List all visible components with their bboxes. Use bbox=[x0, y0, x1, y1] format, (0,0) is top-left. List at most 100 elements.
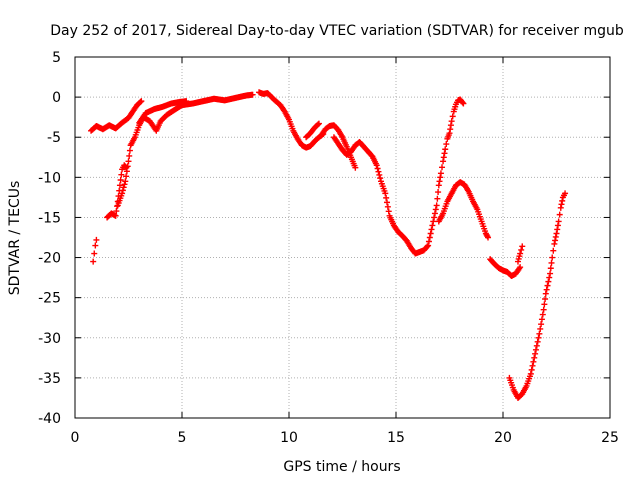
data-point-marker bbox=[447, 126, 454, 133]
data-point-marker bbox=[529, 362, 536, 369]
data-point-marker bbox=[385, 208, 392, 215]
data-point-marker bbox=[547, 270, 554, 277]
chart-title: Day 252 of 2017, Sidereal Day-to-day VTE… bbox=[50, 23, 624, 39]
data-point-marker bbox=[90, 258, 97, 265]
data-point-marker bbox=[532, 346, 539, 353]
data-point-marker bbox=[123, 173, 130, 180]
data-point-marker bbox=[439, 164, 446, 171]
data-point-marker bbox=[539, 311, 546, 318]
data-point-marker bbox=[424, 243, 431, 250]
data-point-marker bbox=[113, 208, 120, 215]
x-axis-label: GPS time / hours bbox=[283, 459, 400, 475]
data-point-marker bbox=[543, 286, 550, 293]
data-point-marker bbox=[114, 203, 121, 210]
data-point-marker bbox=[382, 190, 389, 197]
data-point-marker bbox=[447, 122, 454, 129]
data-point-marker bbox=[373, 162, 380, 169]
x-tick-label: 20 bbox=[494, 430, 512, 446]
data-point-marker bbox=[384, 203, 391, 210]
y-axis-label: SDTVAR / TECUs bbox=[7, 181, 23, 296]
data-point-marker bbox=[440, 154, 447, 161]
data-point-marker bbox=[554, 226, 561, 233]
data-point-marker bbox=[540, 306, 547, 313]
data-point-marker bbox=[428, 226, 435, 233]
x-tick-label: 25 bbox=[601, 430, 619, 446]
data-point-marker bbox=[446, 130, 453, 137]
tick-labels: 0 5 10 15 20 25 5 0 -5 -10 -15 -20 -25 -30 -35 -40 bbox=[38, 50, 619, 446]
data-point-marker bbox=[125, 158, 132, 165]
data-point-marker bbox=[315, 121, 322, 128]
x-tick-label: 0 bbox=[71, 430, 80, 446]
data-point-marker bbox=[538, 316, 545, 323]
y-tick-label: -35 bbox=[38, 371, 61, 387]
data-point-marker bbox=[138, 98, 145, 105]
data-point-marker bbox=[535, 334, 542, 341]
data-point-marker bbox=[555, 218, 562, 225]
data-point-marker bbox=[517, 250, 524, 257]
data-point-marker bbox=[544, 282, 551, 289]
data-point-marker bbox=[527, 370, 534, 377]
data-point-marker bbox=[374, 165, 381, 172]
data-point-marker bbox=[537, 325, 544, 332]
data-point-marker bbox=[126, 152, 133, 159]
data-point-marker bbox=[427, 230, 434, 237]
data-point-marker bbox=[519, 243, 526, 250]
y-tick-label: -5 bbox=[47, 130, 61, 146]
data-point-marker bbox=[383, 194, 390, 201]
data-point-marker bbox=[315, 120, 322, 127]
tick-marks bbox=[74, 56, 611, 419]
x-tick-label: 5 bbox=[178, 430, 187, 446]
y-tick-label: -15 bbox=[38, 210, 61, 226]
data-point-marker bbox=[352, 164, 359, 171]
data-point-marker bbox=[126, 147, 133, 154]
data-point-marker bbox=[425, 238, 432, 245]
data-point-marker bbox=[441, 150, 448, 157]
plot-frame bbox=[74, 56, 611, 419]
data-point-marker bbox=[542, 290, 549, 297]
data-point-marker bbox=[547, 265, 554, 272]
data-point-marker bbox=[448, 118, 455, 125]
data-point-marker bbox=[116, 182, 123, 189]
y-tick-label: 5 bbox=[52, 50, 61, 66]
data-point-marker bbox=[118, 171, 125, 178]
data-point-marker bbox=[376, 171, 383, 178]
data-point-marker bbox=[119, 190, 126, 197]
data-point-marker bbox=[435, 189, 442, 196]
y-tick-label: -20 bbox=[38, 251, 61, 267]
data-point-marker bbox=[431, 214, 438, 221]
data-point-marker bbox=[121, 181, 128, 188]
data-point-marker bbox=[536, 330, 543, 337]
data-point-marker bbox=[546, 274, 553, 281]
data-point-marker bbox=[93, 236, 100, 243]
data-point-marker bbox=[119, 187, 126, 194]
data-point-marker bbox=[92, 242, 99, 249]
data-point-marker bbox=[426, 234, 433, 241]
data-point-marker bbox=[437, 174, 444, 181]
x-tick-label: 10 bbox=[280, 430, 298, 446]
data-point-marker bbox=[554, 222, 561, 229]
data-point-marker bbox=[542, 296, 549, 303]
data-point-marker bbox=[183, 98, 190, 105]
data-point-marker bbox=[112, 212, 119, 219]
data-point-marker bbox=[562, 190, 569, 197]
data-point-marker bbox=[120, 184, 127, 191]
data-point-marker bbox=[91, 250, 98, 257]
data-point-marker bbox=[556, 211, 563, 218]
data-point-marker bbox=[545, 278, 552, 285]
data-point-marker bbox=[532, 350, 539, 357]
y-tick-label: -10 bbox=[38, 170, 61, 186]
data-point-marker bbox=[435, 182, 442, 189]
data-point-marker bbox=[460, 100, 467, 107]
data-point-marker bbox=[433, 202, 440, 209]
data-point-marker bbox=[137, 98, 144, 105]
data-point-marker bbox=[384, 199, 391, 206]
data-point-marker bbox=[442, 146, 449, 153]
data-point-marker bbox=[518, 246, 525, 253]
data-point-marker bbox=[122, 178, 129, 185]
data-point-marker bbox=[538, 321, 545, 328]
data-point-marker bbox=[552, 237, 559, 244]
data-point-marker bbox=[552, 233, 559, 240]
data-point-marker bbox=[249, 91, 256, 98]
data-point-marker bbox=[528, 366, 535, 373]
data-point-marker bbox=[550, 247, 557, 254]
